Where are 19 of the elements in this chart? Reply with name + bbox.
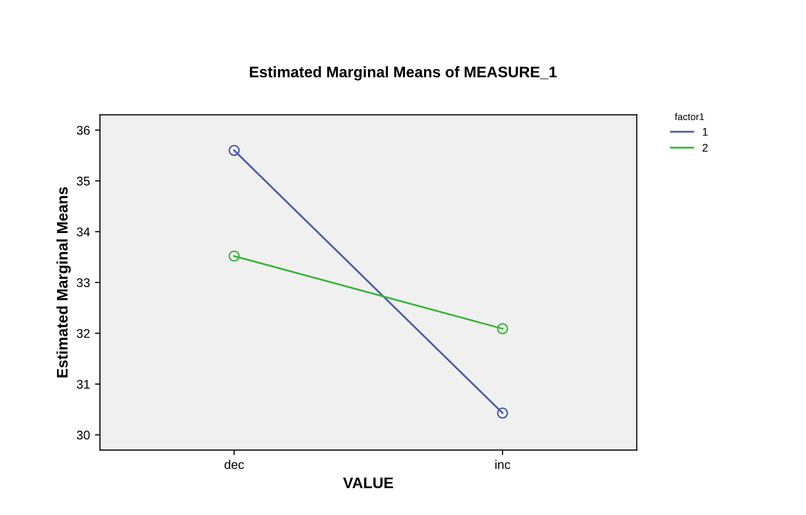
chart-title: Estimated Marginal Means of MEASURE_1 bbox=[250, 66, 557, 80]
point bbox=[228, 144, 240, 156]
y-tick-label: 33 bbox=[76, 278, 90, 288]
legend-label: 1 bbox=[702, 128, 708, 136]
point bbox=[496, 323, 508, 334]
legend-title: factor1 bbox=[674, 113, 704, 120]
point bbox=[228, 250, 240, 262]
y-tick-label: 32 bbox=[76, 329, 90, 338]
y-tick-label: 35 bbox=[76, 176, 90, 186]
x-tick-label: dec bbox=[224, 460, 244, 470]
y-tick-label: 36 bbox=[76, 126, 90, 135]
y-axis-title: Estimated Marginal Means bbox=[56, 187, 71, 378]
legend-label: 2 bbox=[702, 144, 708, 152]
x-tick-label: inc bbox=[495, 460, 510, 470]
point bbox=[496, 407, 508, 419]
y-tick-label: 30 bbox=[76, 430, 90, 440]
x-axis-title: VALUE bbox=[343, 478, 394, 488]
y-tick-label: 31 bbox=[76, 380, 90, 389]
y-tick-label: 34 bbox=[76, 227, 90, 236]
